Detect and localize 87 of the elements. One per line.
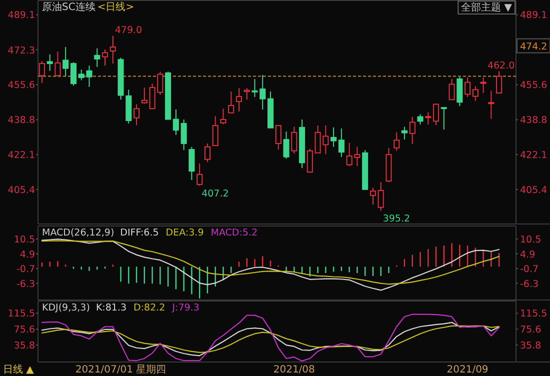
annotation: 462.0 [487,60,515,72]
y2-tick-label: 10.5 [520,234,542,246]
y2-tick-label: -0.7 [520,264,539,276]
candlestick [480,77,486,94]
y-tick-label: -0.7 [16,264,35,276]
candlestick [172,108,179,136]
candlestick [110,35,116,64]
candlestick [54,51,61,76]
candlestick [244,88,250,100]
y2-tick-label: 405.4 [520,184,548,196]
y2-tick-label: 35.8 [520,340,542,352]
candlestick [180,118,187,151]
chart-subtitle: <日线> [97,1,134,13]
line-series [41,314,500,362]
series-label: DIFF:6.5 [120,228,159,238]
candlestick [417,114,424,126]
candlestick [338,128,344,158]
candlestick [188,146,195,181]
x-tick-label: 2021/08 [273,364,315,376]
candlestick [401,126,408,140]
y-tick-label: 405.4 [8,184,35,196]
candlestick [456,76,463,107]
x-tick-label: 2021/07/01 星期四 [75,364,166,376]
y2-tick-label: 489.1 [520,10,548,22]
annotation: 395.2 [382,214,410,225]
candlestick [425,112,432,126]
candlestick [472,86,478,102]
y-tick-label: 35.8 [14,340,35,352]
candlestick [448,78,455,100]
x-tick-label: 2021/09 [446,364,488,376]
chart-title: MACD(26,12,9) [42,228,114,238]
series-label: K:81.3 [96,302,127,314]
candlestick [488,90,494,120]
y-tick-label: 438.8 [8,115,35,126]
candlestick [330,126,337,148]
text: J:79.3 [171,302,200,314]
y-tick-label: 472.3 [8,45,35,56]
candlestick [306,148,313,174]
text: 日线 ▲ [3,364,34,376]
candlestick [204,143,210,163]
candlestick [46,54,53,72]
candlestick [70,62,76,86]
y-tick-label: -6.3 [16,278,35,290]
annotation: 479.0 [114,24,142,36]
candlestick [409,116,416,145]
candlestick [275,125,282,150]
series-label: MACD:5.2 [210,228,258,238]
y-tick-label: 4.9 [20,249,35,260]
y2-tick-label: 75.6 [520,324,542,336]
annotation: 407.2 [202,188,229,200]
y2-tick-label: 115.5 [520,308,548,320]
y-tick-label: 455.6 [8,80,35,92]
candlestick [283,131,290,160]
y-tick-label: 422.1 [8,150,35,162]
candlestick [394,132,400,152]
candlestick [196,163,203,186]
candlestick [102,49,108,66]
candlestick [496,70,502,94]
chart-title: 原油SC连续 [42,1,96,13]
chart-title: KDJ(9,3,3) [42,302,90,314]
y2-tick-label: 455.6 [520,80,548,92]
candlestick [291,126,298,154]
candlestick [378,182,384,212]
candlestick [432,103,440,126]
y2-tick-label: 4.9 [520,249,536,260]
y-tick-label: 10.5 [14,234,35,246]
y-tick-label: 75.6 [14,324,35,336]
candlestick [212,116,218,146]
candlestick [220,108,226,125]
candlestick [94,48,100,68]
y-tick-label: 489.1 [8,10,35,22]
y2-tick-label: 422.1 [520,150,548,162]
candlestick [228,91,234,114]
series-label: DEA:3.9 [166,228,204,238]
candlestick [141,87,148,104]
candlestick [133,104,140,126]
text: 474.2 [520,41,548,52]
candlestick [370,187,376,206]
y2-tick-label: -6.3 [520,278,539,290]
candlestick [464,77,471,98]
candlestick [440,106,447,130]
text: D:82.2 [134,302,166,314]
y-tick-label: 115.5 [8,308,35,320]
annotation: 全部主题 ▼ [461,2,512,14]
candlestick [236,88,242,112]
candlestick [62,46,69,77]
y2-tick-label: 438.8 [520,115,548,126]
